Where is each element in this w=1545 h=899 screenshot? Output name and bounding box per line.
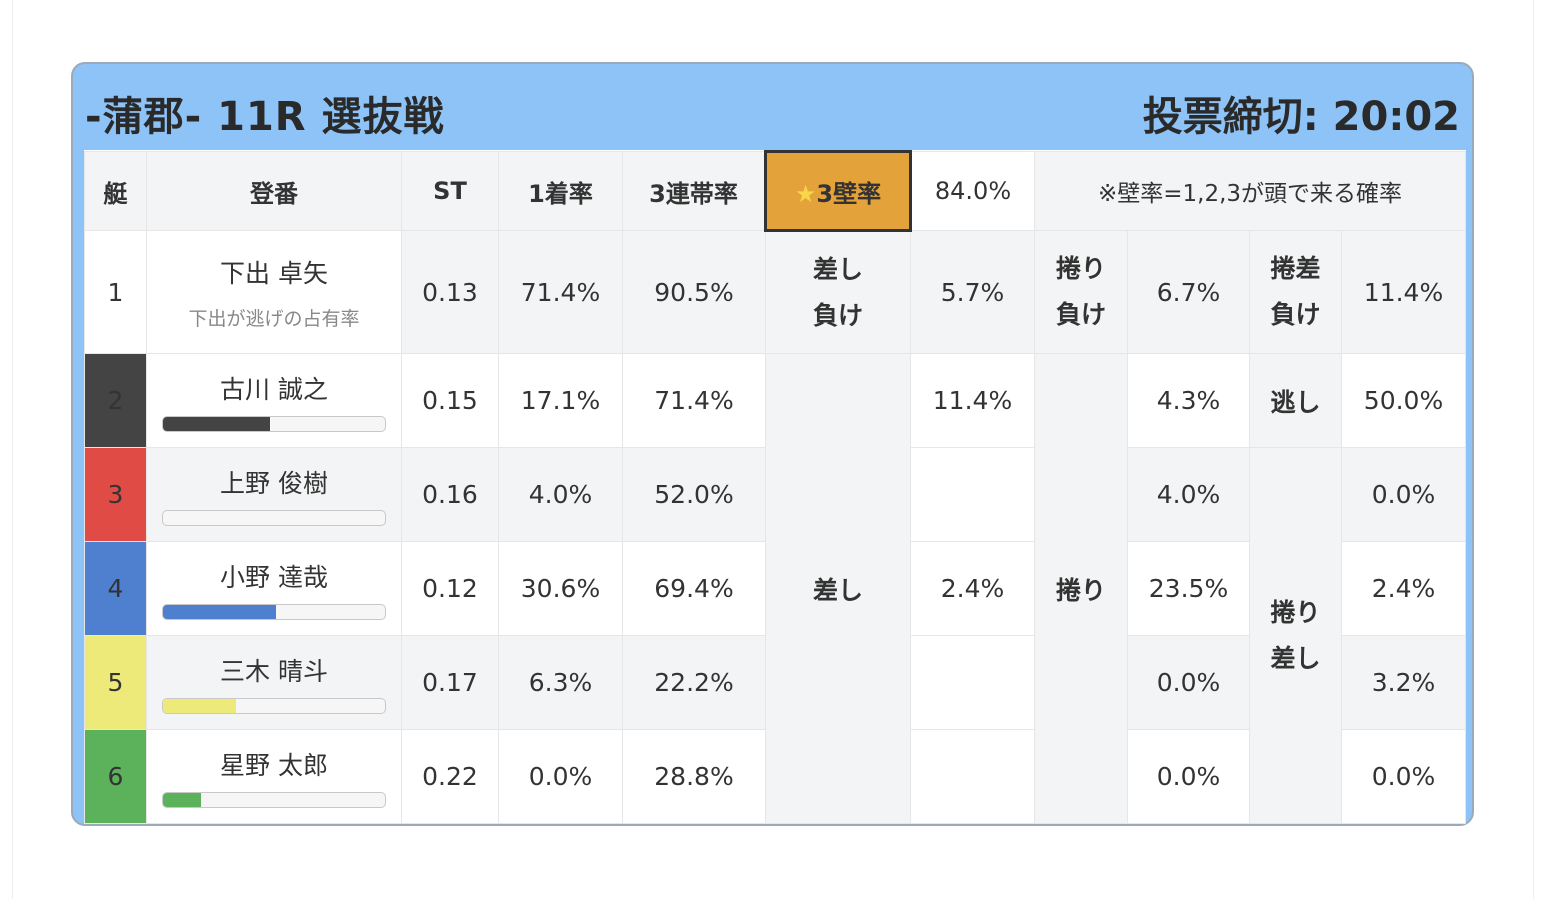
escape-share-bar-fill: [163, 604, 277, 619]
escape-share-bar: [162, 791, 386, 808]
sashi-label: 差し: [765, 353, 911, 824]
makuri-label: 捲り: [1034, 353, 1128, 824]
col-header-racer: 登番: [146, 151, 402, 231]
racer-name: 下出 卓矢: [220, 258, 328, 288]
boat-number: 4: [84, 541, 147, 636]
makuri-make-line2: 負け: [1055, 300, 1106, 329]
top3-rate-value: 22.2%: [622, 635, 766, 730]
top3-rate-value: 52.0%: [622, 447, 766, 542]
sashi-value: 11.4%: [910, 353, 1035, 448]
racer-cell: 古川 誠之: [146, 353, 402, 448]
makuri-value: 0.0%: [1127, 635, 1250, 730]
table-row: 6 星野 太郎 0.22 0.0% 28.8% 0.0% 0.0%: [84, 729, 1467, 824]
boat-number: 1: [84, 230, 147, 354]
wall-rate-note: ※壁率=1,2,3が頭で来る確率: [1033, 151, 1467, 231]
makurisashi-label: 捲り 差し: [1249, 447, 1342, 824]
win-rate-value: 4.0%: [498, 447, 623, 542]
racer-name: 上野 俊樹: [220, 468, 328, 498]
escape-share-bar: [162, 603, 386, 620]
makurisashi-make-label: 捲差 負け: [1249, 230, 1342, 354]
col-header-st: ST: [401, 151, 499, 231]
makuri-value: 23.5%: [1127, 541, 1250, 636]
makuri-value: 0.0%: [1127, 729, 1250, 824]
makurisashi-value: 0.0%: [1340, 447, 1467, 542]
escape-share-bar-fill: [163, 416, 270, 431]
race-table: 艇 登番 ST 1着率 3連帯率 ★3壁率 84.0% ※壁率=1,2,3が頭で…: [84, 150, 1467, 824]
racer-cell: 上野 俊樹: [146, 447, 402, 542]
nige-label: 逃し: [1249, 353, 1342, 448]
col-header-top3-rate: 3連帯率: [622, 151, 766, 231]
racer-cell: 三木 晴斗: [146, 635, 402, 730]
sashi-make-label: 差し 負け: [765, 230, 911, 354]
star-icon: ★: [794, 179, 817, 208]
race-card: -蒲郡- 11R 選抜戦 投票締切: 20:02 艇 登番 ST 1着率 3連帯…: [71, 62, 1474, 826]
makurisashi-value: 0.0%: [1340, 729, 1467, 824]
top3-rate-value: 90.5%: [622, 230, 766, 354]
win-rate-value: 17.1%: [498, 353, 623, 448]
makurisashi-make-line2: 負け: [1270, 300, 1321, 329]
escape-share-bar-fill: [163, 792, 201, 807]
makuri-make-label: 捲り 負け: [1034, 230, 1128, 354]
makurisashi-line2: 差し: [1270, 643, 1321, 673]
top3-rate-value: 28.8%: [622, 729, 766, 824]
makurisashi-make-line1: 捲差: [1270, 254, 1321, 283]
boat-number: 5: [84, 635, 147, 730]
col-header-win-rate: 1着率: [498, 151, 623, 231]
boat-number: 2: [84, 353, 147, 448]
table-row: 3 上野 俊樹 0.16 4.0% 52.0% 4.0% 捲り差し 0.0%: [84, 447, 1467, 824]
st-value: 0.16: [401, 447, 499, 542]
makurisashi-value: 2.4%: [1340, 541, 1467, 636]
table-header-row: 艇 登番 ST 1着率 3連帯率 ★3壁率 84.0% ※壁率=1,2,3が頭で…: [84, 150, 1467, 232]
win-rate-value: 6.3%: [498, 635, 623, 730]
sashi-make-line2: 負け: [812, 300, 863, 330]
sashi-make-value: 5.7%: [910, 230, 1035, 354]
racer-name: 小野 達哉: [220, 562, 328, 592]
sashi-value: [910, 729, 1035, 824]
racer-cell: 下出 卓矢 下出が逃げの占有率: [146, 230, 402, 354]
makuri-value: 4.0%: [1127, 447, 1250, 542]
makurisashi-make-value: 11.4%: [1340, 230, 1467, 354]
top3-rate-value: 69.4%: [622, 541, 766, 636]
racer-cell: 小野 達哉: [146, 541, 402, 636]
escape-share-label: 下出が逃げの占有率: [188, 307, 360, 330]
makuri-value: 4.3%: [1127, 353, 1250, 448]
st-value: 0.15: [401, 353, 499, 448]
makuri-make-line1: 捲り: [1055, 254, 1106, 283]
sashi-value: 2.4%: [910, 541, 1035, 636]
racer-name: 星野 太郎: [220, 750, 328, 780]
table-row: 2 古川 誠之 0.15 17.1% 71.4% 差し 11.4% 捲り 4.3…: [84, 353, 1467, 824]
nige-value: 50.0%: [1340, 353, 1467, 448]
wall-rate-label: 3壁率: [816, 179, 882, 208]
st-value: 0.17: [401, 635, 499, 730]
win-rate-value: 30.6%: [498, 541, 623, 636]
st-value: 0.12: [401, 541, 499, 636]
boat-number: 6: [84, 729, 147, 824]
escape-share-bar: [162, 415, 386, 432]
sashi-value: [910, 447, 1035, 542]
top3-rate-value: 71.4%: [622, 353, 766, 448]
escape-share-bar: [162, 697, 386, 714]
makurisashi-line1: 捲り: [1270, 597, 1321, 627]
col-header-boat: 艇: [84, 151, 147, 231]
makurisashi-value: 3.2%: [1340, 635, 1467, 730]
escape-share-bar-fill: [163, 698, 237, 713]
racer-name: 三木 晴斗: [220, 656, 328, 686]
col-header-wall-rate: ★3壁率: [764, 150, 912, 232]
vote-deadline: 投票締切: 20:02: [1142, 94, 1460, 140]
table-row: 1 下出 卓矢 下出が逃げの占有率 0.13 71.4% 90.5% 差し 負け …: [84, 230, 1467, 354]
boat-number: 3: [84, 447, 147, 542]
table-row: 5 三木 晴斗 0.17 6.3% 22.2% 0.0% 3.2%: [84, 635, 1467, 730]
makuri-make-value: 6.7%: [1127, 230, 1250, 354]
race-title: -蒲郡- 11R 選抜戦: [85, 94, 445, 140]
st-value: 0.22: [401, 729, 499, 824]
sashi-value: [910, 635, 1035, 730]
wall-rate-value: 84.0%: [910, 151, 1035, 231]
win-rate-value: 0.0%: [498, 729, 623, 824]
st-value: 0.13: [401, 230, 499, 354]
win-rate-value: 71.4%: [498, 230, 623, 354]
racer-name: 古川 誠之: [220, 374, 328, 404]
escape-share-bar: [162, 509, 386, 526]
racer-cell: 星野 太郎: [146, 729, 402, 824]
sashi-make-line1: 差し: [812, 254, 863, 284]
